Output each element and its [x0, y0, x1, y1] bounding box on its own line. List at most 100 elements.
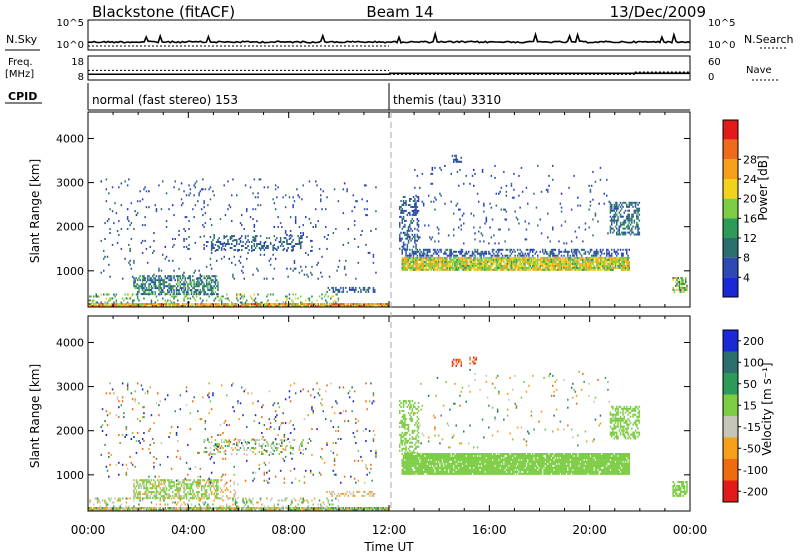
- power-cell: [523, 254, 525, 257]
- power-cell: [458, 262, 460, 265]
- power-cell: [286, 239, 288, 242]
- power-cell: [236, 243, 238, 245]
- velocity-cell: [229, 485, 232, 488]
- power-cell: [311, 305, 313, 307]
- power-cell: [338, 303, 341, 305]
- power-cell: [538, 268, 540, 271]
- power-cell: [435, 260, 437, 263]
- power-cell: [187, 291, 189, 294]
- power-cell: [187, 293, 189, 296]
- velocity-cell: [153, 507, 155, 509]
- velocity-cell: [192, 483, 194, 486]
- velocity-cell: [140, 485, 143, 488]
- power-cell: [253, 299, 256, 302]
- power-cell: [612, 262, 614, 265]
- power-cell: [425, 254, 427, 257]
- velocity-cell: [104, 509, 106, 511]
- power-cell: [475, 250, 477, 253]
- power-cell: [601, 256, 603, 259]
- power-cell: [480, 256, 483, 259]
- velocity-cell: [387, 507, 390, 509]
- power-cell: [249, 186, 252, 189]
- power-cell: [239, 305, 242, 307]
- power-cell: [613, 219, 615, 222]
- velocity-cell: [327, 499, 329, 502]
- velocity-cell: [233, 509, 235, 511]
- power-cell: [608, 264, 610, 267]
- power-cell: [569, 264, 572, 267]
- velocity-cell: [184, 509, 187, 511]
- power-cell: [178, 230, 180, 232]
- power-cell: [180, 204, 183, 207]
- power-cell: [558, 250, 560, 253]
- power-cell: [494, 242, 496, 245]
- velocity-cell: [301, 507, 303, 509]
- velocity-cell: [167, 493, 169, 496]
- power-cell: [564, 266, 567, 269]
- power-cell: [126, 216, 129, 219]
- velocity-cell: [379, 509, 381, 511]
- velocity-cell: [335, 509, 337, 511]
- power-cell: [188, 184, 190, 187]
- power-cell: [424, 224, 426, 227]
- power-cell: [209, 277, 212, 280]
- velocity-cell: [195, 497, 198, 500]
- power-cell: [445, 256, 447, 259]
- power-cell: [253, 237, 255, 240]
- power-cell: [274, 239, 277, 242]
- power-cell: [496, 266, 499, 269]
- velocity-cell: [189, 489, 192, 492]
- power-cell: [543, 252, 545, 255]
- power-cell: [404, 258, 406, 261]
- power-cell: [111, 243, 114, 246]
- velocity-cell: [183, 483, 185, 486]
- power-cell: [563, 264, 565, 267]
- power-cell: [444, 262, 446, 265]
- power-cell: [489, 266, 491, 269]
- velocity-cell: [215, 489, 218, 492]
- power-cell: [612, 258, 614, 261]
- power-cell: [631, 229, 633, 232]
- power-cell: [372, 286, 375, 289]
- power-cell: [506, 254, 509, 257]
- power-cell: [351, 305, 353, 307]
- power-cell: [579, 268, 582, 271]
- power-cell: [538, 258, 540, 261]
- power-cell: [238, 305, 240, 307]
- velocity-cell: [203, 485, 205, 488]
- power-cell: [439, 256, 441, 259]
- power-cell: [453, 212, 455, 215]
- power-cell: [608, 262, 610, 265]
- power-cell: [509, 256, 511, 259]
- power-cell: [545, 264, 548, 267]
- power-cell: [382, 305, 385, 307]
- power-cell: [159, 305, 161, 307]
- power-cell: [631, 201, 633, 204]
- power-cell: [417, 223, 420, 226]
- power-cell: [505, 266, 508, 269]
- power-cell: [175, 287, 178, 290]
- power-cell: [355, 303, 357, 305]
- power-cell: [120, 182, 123, 185]
- power-colorbar-tick-label-4: 20: [743, 193, 757, 206]
- power-cell: [241, 301, 243, 304]
- velocity-cell: [180, 497, 183, 500]
- power-cell: [678, 286, 681, 289]
- power-cell: [617, 266, 619, 269]
- power-cell: [294, 303, 297, 305]
- velocity-cell: [271, 497, 273, 500]
- velocity-cell: [89, 507, 91, 509]
- power-cell: [614, 203, 617, 206]
- power-cell: [311, 303, 313, 305]
- power-cell: [210, 247, 213, 250]
- power-cell: [612, 227, 614, 230]
- power-cell: [268, 303, 271, 305]
- power-cell: [453, 260, 455, 263]
- power-cell: [545, 256, 548, 259]
- power-cell: [106, 301, 109, 304]
- power-cell: [442, 268, 445, 271]
- velocity-cell: [214, 479, 217, 482]
- power-cell: [485, 252, 488, 255]
- power-cell: [432, 266, 435, 269]
- power-cell: [444, 250, 446, 253]
